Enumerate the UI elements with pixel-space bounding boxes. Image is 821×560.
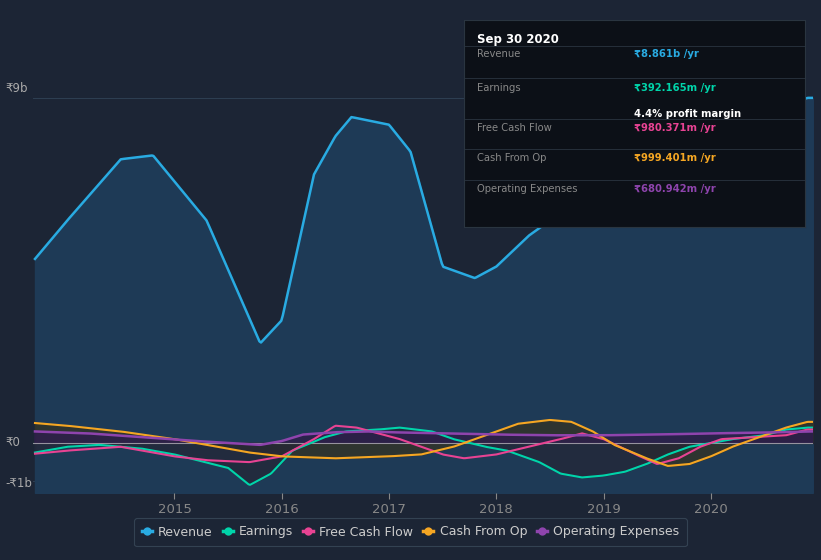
Text: 4.4% profit margin: 4.4% profit margin — [635, 109, 741, 119]
Text: -₹1b: -₹1b — [6, 477, 32, 490]
Text: ₹680.942m /yr: ₹680.942m /yr — [635, 184, 716, 194]
Text: Cash From Op: Cash From Op — [478, 153, 547, 164]
Legend: Revenue, Earnings, Free Cash Flow, Cash From Op, Operating Expenses: Revenue, Earnings, Free Cash Flow, Cash … — [134, 518, 687, 546]
Text: Free Cash Flow: Free Cash Flow — [478, 123, 553, 133]
Text: Operating Expenses: Operating Expenses — [478, 184, 578, 194]
Text: ₹999.401m /yr: ₹999.401m /yr — [635, 153, 716, 164]
Text: ₹392.165m /yr: ₹392.165m /yr — [635, 83, 716, 93]
Text: ₹0: ₹0 — [6, 436, 21, 449]
Text: Earnings: Earnings — [478, 83, 521, 93]
Text: Sep 30 2020: Sep 30 2020 — [478, 33, 559, 46]
Text: ₹8.861b /yr: ₹8.861b /yr — [635, 49, 699, 59]
Text: ₹980.371m /yr: ₹980.371m /yr — [635, 123, 716, 133]
Text: Revenue: Revenue — [478, 49, 521, 59]
Text: ₹9b: ₹9b — [6, 82, 28, 95]
